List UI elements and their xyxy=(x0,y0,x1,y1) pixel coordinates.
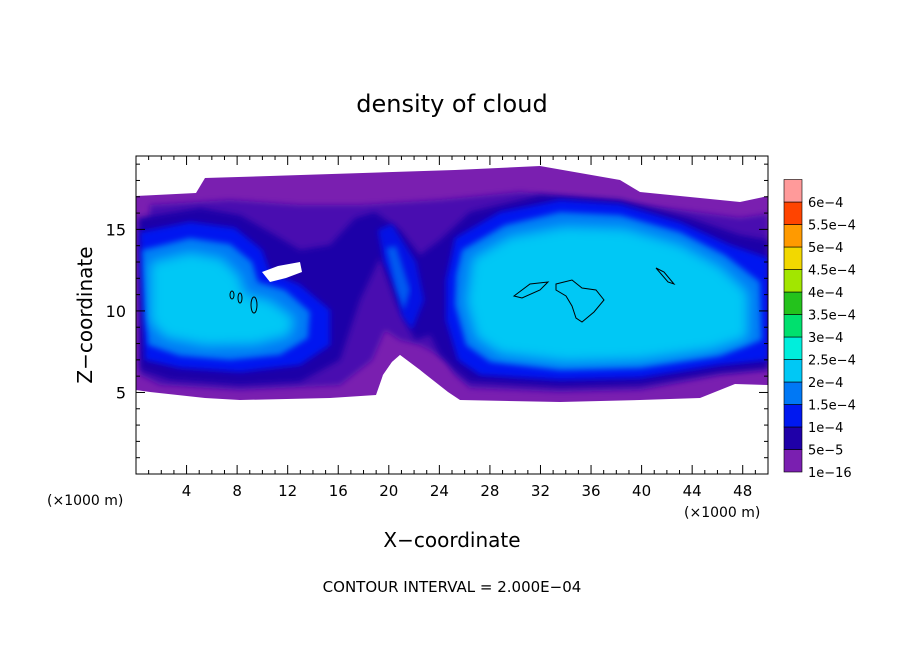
x-unit-label: (×1000 m) xyxy=(684,505,760,521)
legend-swatch xyxy=(783,314,803,338)
legend-swatch xyxy=(783,359,803,383)
x-tick-label: 28 xyxy=(480,482,499,500)
cloud-cyan-core xyxy=(150,226,748,362)
contour-left-3 xyxy=(250,296,258,314)
legend-swatch xyxy=(783,336,803,360)
legend-swatch-top xyxy=(783,179,803,203)
legend-label: 2e−4 xyxy=(808,376,843,391)
z-unit-label: (×1000 m) xyxy=(47,493,123,509)
x-axis-title: X−coordinate xyxy=(383,528,520,552)
legend-label: 1e−4 xyxy=(808,421,843,436)
x-tick-label: 8 xyxy=(232,482,242,500)
cloud-gap xyxy=(262,262,302,282)
legend: 1e−16 5e−5 1e−4 1.5e−4 2e−4 2.5e−4 3e−4 3.5e−4 4… xyxy=(783,179,856,481)
x-tick-label: 32 xyxy=(531,482,550,500)
legend-label: 1.5e−4 xyxy=(808,399,856,414)
legend-label: 3e−4 xyxy=(808,331,843,346)
legend-label: 6e−4 xyxy=(808,196,843,211)
legend-swatch xyxy=(783,381,803,405)
y-ticks: 5 10 15 xyxy=(106,163,768,459)
chart-title: density of cloud xyxy=(356,90,547,118)
legend-swatch xyxy=(783,426,803,450)
contour-lines xyxy=(229,267,676,323)
contour-right-small xyxy=(655,267,676,286)
y-tick-label: 10 xyxy=(106,302,126,321)
contour-right-main xyxy=(512,279,605,323)
legend-label: 2.5e−4 xyxy=(808,354,856,369)
cloud-central-streak xyxy=(386,246,410,310)
x-ticks: 4 8 12 16 20 24 28 32 36 40 44 48 xyxy=(148,156,756,500)
legend-label: 1e−16 xyxy=(808,466,852,481)
legend-swatch xyxy=(783,224,803,248)
y-tick-label: 15 xyxy=(106,220,126,239)
legend-swatch xyxy=(783,449,803,473)
legend-label: 5e−4 xyxy=(808,241,843,256)
y-tick-label: 5 xyxy=(116,383,126,402)
legend-swatch xyxy=(783,269,803,293)
x-tick-label: 12 xyxy=(278,482,297,500)
legend-label: 4e−4 xyxy=(808,286,843,301)
contour-left-1 xyxy=(229,290,235,300)
x-tick-label: 4 xyxy=(182,482,192,500)
x-tick-label: 16 xyxy=(329,482,348,500)
x-tick-label: 48 xyxy=(733,482,752,500)
y-axis-title: Z−coordinate xyxy=(73,246,97,383)
x-tick-label: 44 xyxy=(683,482,702,500)
legend-label: 3.5e−4 xyxy=(808,309,856,324)
cloud-gap-bottom xyxy=(376,355,445,400)
contour-left-2 xyxy=(237,292,243,304)
x-tick-label: 40 xyxy=(632,482,651,500)
legend-swatch xyxy=(783,291,803,315)
legend-label: 4.5e−4 xyxy=(808,264,856,279)
x-tick-label: 36 xyxy=(581,482,600,500)
x-tick-label: 20 xyxy=(379,482,398,500)
legend-swatch xyxy=(783,404,803,428)
legend-swatch xyxy=(783,246,803,270)
legend-label: 5e−5 xyxy=(808,444,843,459)
legend-label: 5.5e−4 xyxy=(808,219,856,234)
contour-interval-note: CONTOUR INTERVAL = 2.000E−04 xyxy=(323,578,582,596)
cloud-field xyxy=(136,166,768,402)
legend-swatch xyxy=(783,201,803,225)
x-tick-label: 24 xyxy=(430,482,449,500)
